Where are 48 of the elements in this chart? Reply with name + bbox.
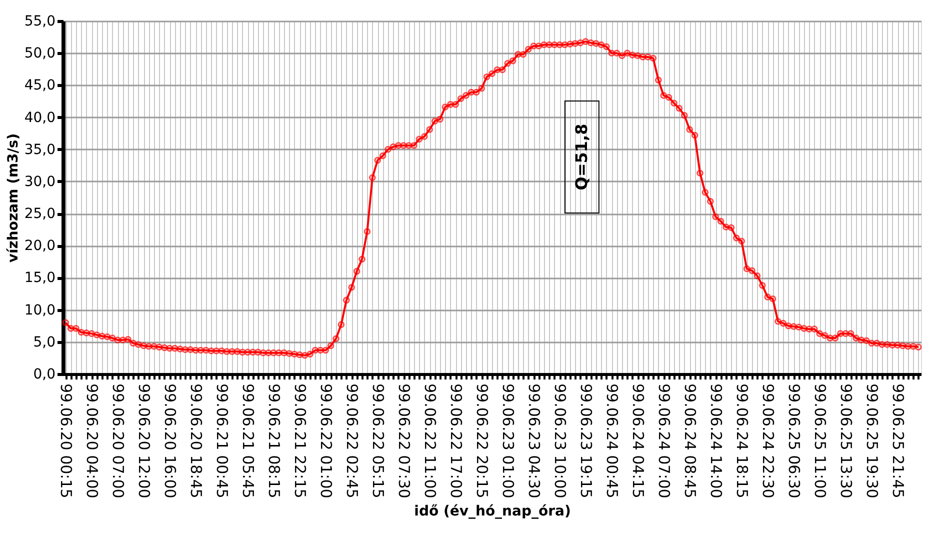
x-tick-label: 99.06.24 08:45 — [681, 384, 700, 498]
x-tick-label: 99.06.23 01:00 — [499, 384, 518, 498]
y-tick-label: 5,0 — [33, 334, 56, 350]
y-tick-label: 10,0 — [24, 302, 56, 318]
x-tick-label: 99.06.24 22:30 — [759, 384, 778, 498]
y-tick-label: 30,0 — [24, 174, 56, 190]
y-tick-label: 0,0 — [33, 366, 56, 382]
annotation: Q=51,8 — [572, 124, 591, 190]
y-tick-label: 15,0 — [24, 270, 56, 286]
y-axis-title: vízhozam (m3/s) — [5, 133, 22, 263]
x-axis-title: idő (év_hó_nap_óra) — [414, 503, 571, 520]
x-tick-label: 99.06.20 18:45 — [187, 384, 206, 498]
x-tick-label: 99.06.23 10:00 — [551, 384, 570, 498]
x-tick-label: 99.06.22 17:00 — [447, 384, 466, 498]
x-tick-label: 99.06.25 21:45 — [889, 384, 908, 498]
x-tick-label: 99.06.23 19:15 — [577, 384, 596, 498]
y-tick-label: 50,0 — [24, 46, 56, 62]
x-tick-label: 99.06.21 05:45 — [239, 384, 258, 498]
x-tick-label: 99.06.20 00:15 — [57, 384, 76, 498]
x-tick-label: 99.06.25 19:30 — [863, 384, 882, 498]
x-tick-label: 99.06.21 22:15 — [291, 384, 310, 498]
x-tick-label: 99.06.22 11:00 — [421, 384, 440, 498]
x-tick-label: 99.06.22 20:15 — [473, 384, 492, 498]
y-tick-label: 40,0 — [24, 110, 56, 126]
x-tick-label: 99.06.22 05:15 — [369, 384, 388, 498]
x-tick-label: 99.06.22 07:30 — [395, 384, 414, 498]
y-tick-label: 25,0 — [24, 206, 56, 222]
y-tick-label: 55,0 — [24, 14, 56, 30]
x-tick-label: 99.06.24 07:00 — [655, 384, 674, 498]
x-tick-label: 99.06.21 00:45 — [213, 384, 232, 498]
x-tick-label: 99.06.25 11:00 — [811, 384, 830, 498]
y-tick-label: 20,0 — [24, 238, 56, 254]
x-tick-label: 99.06.24 04:15 — [629, 384, 648, 498]
x-tick-label: 99.06.21 08:15 — [265, 384, 284, 498]
x-tick-label: 99.06.25 06:30 — [785, 384, 804, 498]
y-tick-label: 45,0 — [24, 78, 56, 94]
x-tick-label: 99.06.22 02:45 — [343, 384, 362, 498]
x-tick-label: 99.06.24 14:00 — [707, 384, 726, 498]
x-tick-label: 99.06.20 07:00 — [109, 384, 128, 498]
x-tick-label: 99.06.24 00:45 — [603, 384, 622, 498]
x-tick-label: 99.06.20 04:00 — [83, 384, 102, 498]
x-tick-label: 99.06.20 12:00 — [135, 384, 154, 498]
x-tick-label: 99.06.20 16:00 — [161, 384, 180, 498]
x-tick-label: 99.06.22 01:00 — [317, 384, 336, 498]
x-tick-label: 99.06.23 04:30 — [525, 384, 544, 498]
y-tick-label: 35,0 — [24, 142, 56, 158]
x-tick-label: 99.06.25 13:30 — [837, 384, 856, 498]
x-tick-label: 99.06.24 18:15 — [733, 384, 752, 498]
